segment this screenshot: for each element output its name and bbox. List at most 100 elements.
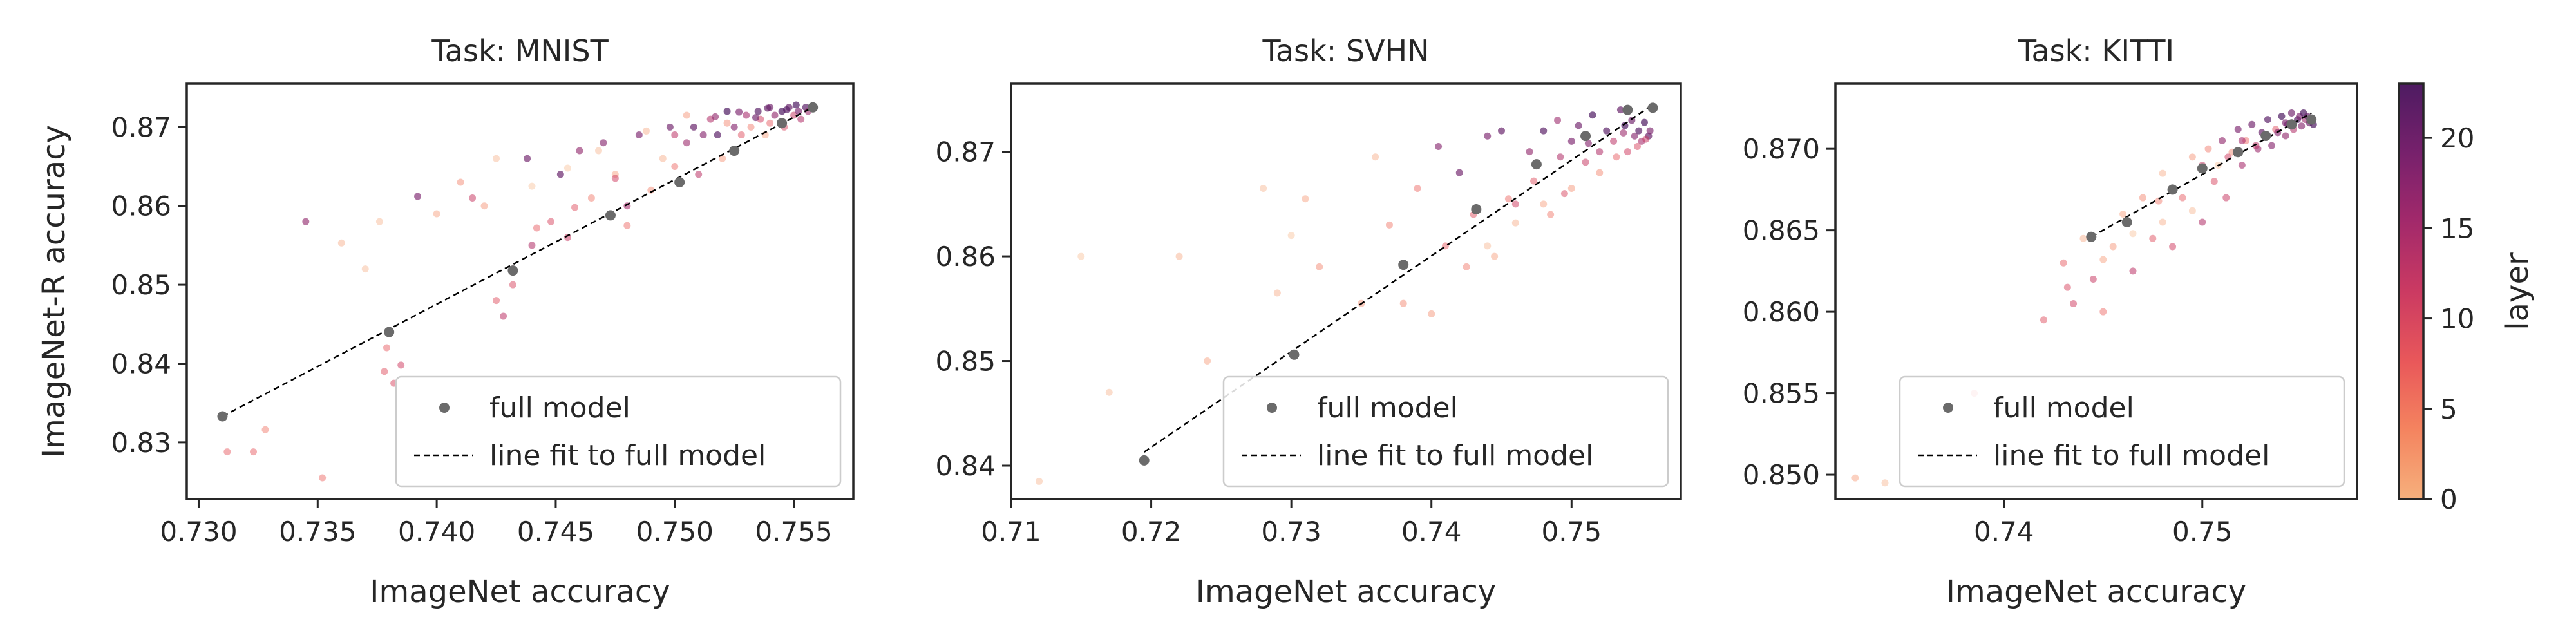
layer-point [528, 182, 536, 190]
full-model-points [1139, 102, 1658, 466]
layer-point [381, 368, 388, 375]
layer-point [1640, 118, 1648, 126]
layer-point [737, 131, 745, 139]
panel-mnist: Task: MNIST ImageNet accuracy ImageNet-R… [36, 33, 855, 610]
layer-point [2204, 145, 2212, 153]
fit-line [2090, 112, 2312, 238]
y-tick-label: 0.860 [1743, 296, 1820, 328]
ticks: 0.74 0.75 0.850 0.855 0.860 0.865 0.870 [1743, 133, 2233, 547]
layer-point [2169, 243, 2177, 251]
panel-title: Task: SVHN [1262, 33, 1429, 68]
layer-point [743, 111, 750, 119]
layer-point [1372, 153, 1379, 161]
colorbar-tick-label: 10 [2440, 303, 2474, 335]
legend-full-model-marker [1943, 402, 1953, 413]
layer-point [2079, 234, 2087, 242]
layer-point [1547, 211, 1555, 218]
layer-point [1881, 479, 1889, 487]
legend-box [1899, 375, 2345, 488]
legend-box [395, 375, 842, 488]
layer-point [2282, 132, 2289, 140]
layer-point [223, 448, 231, 456]
layer-point [1646, 127, 1654, 135]
x-tick-label: 0.750 [636, 516, 714, 547]
full-model-point [2233, 147, 2244, 158]
layer-point [2070, 299, 2078, 307]
plot-frame [1010, 82, 1682, 500]
layer-point [2129, 267, 2137, 275]
layer-point [2264, 116, 2271, 124]
layer-point [635, 131, 643, 139]
plot-frame [185, 82, 855, 500]
layer-point [1567, 137, 1575, 145]
layer-point [1273, 289, 1281, 297]
layer-point [1582, 158, 1589, 166]
panel-title: Task: MNIST [431, 33, 609, 68]
fit-line [222, 106, 813, 417]
layer-point [671, 163, 679, 171]
panel-title: Task: KITTI [2018, 33, 2174, 68]
colorbar-frame [2398, 82, 2425, 500]
layer-point [1610, 137, 1618, 145]
layer-point [1620, 129, 1627, 137]
full-model-point [808, 102, 819, 113]
x-axis-label: ImageNet accuracy [1196, 574, 1496, 610]
layer-point [2099, 308, 2107, 316]
layer-point [1484, 242, 1492, 250]
layer-point [764, 104, 772, 112]
full-model-point [2086, 231, 2097, 242]
layer-point [723, 119, 731, 127]
full-model-points [2086, 114, 2317, 242]
layer-point [1526, 148, 1533, 156]
layer-point [547, 218, 555, 225]
legend: full model line fit to full model [1222, 375, 1669, 488]
layer-point [2109, 243, 2117, 251]
legend-label-fit-line: line fit to full model [1317, 439, 1593, 472]
layer-point [250, 448, 257, 456]
y-tick-label: 0.870 [1743, 133, 1820, 165]
full-model-point [1622, 104, 1633, 115]
y-tick-label: 0.85 [111, 269, 171, 301]
full-model-point [2306, 114, 2317, 125]
layer-point [2149, 234, 2157, 242]
layer-point [1642, 135, 1650, 143]
colorbar-tick-label: 20 [2440, 122, 2474, 154]
layer-point [1511, 200, 1519, 208]
full-model-point [1531, 159, 1542, 170]
full-model-point [384, 327, 395, 337]
x-tick-label: 0.73 [1261, 516, 1321, 547]
layer-point [790, 111, 798, 119]
x-tick-label: 0.755 [755, 516, 832, 547]
layer-point [666, 123, 674, 131]
legend: full model line fit to full model [1899, 375, 2345, 488]
layer-point [754, 108, 762, 115]
layer-point [600, 139, 607, 147]
layer-point [2179, 194, 2186, 202]
layer-point [699, 131, 707, 139]
layer-point [469, 194, 477, 202]
layer-point [771, 111, 779, 119]
layer-point [493, 297, 500, 305]
layer-point [1455, 169, 1463, 176]
full-model-point [2260, 130, 2271, 141]
full-model-point [2197, 163, 2208, 174]
layer-point [2210, 178, 2218, 185]
x-tick-label: 0.740 [398, 516, 475, 547]
layer-point [723, 108, 731, 115]
plot-frame [1834, 82, 2358, 500]
legend-label-full-model: full model [1993, 392, 2134, 424]
layer-point [642, 127, 650, 135]
y-tick-label: 0.83 [111, 427, 171, 459]
legend-label-fit-line: line fit to full model [1993, 439, 2269, 472]
layer-point [683, 111, 690, 119]
panel-svhn: Task: SVHN ImageNet accuracy 0.71 0.72 0.7… [935, 33, 1682, 610]
x-tick-label: 0.72 [1121, 516, 1182, 547]
full-model-point [777, 118, 788, 129]
x-tick-label: 0.74 [1401, 516, 1462, 547]
layer-point [397, 361, 405, 369]
legend-label-fit-line: line fit to full model [489, 439, 766, 472]
layer-point [1463, 263, 1470, 270]
full-model-point [507, 265, 518, 276]
layer-point [594, 147, 602, 155]
